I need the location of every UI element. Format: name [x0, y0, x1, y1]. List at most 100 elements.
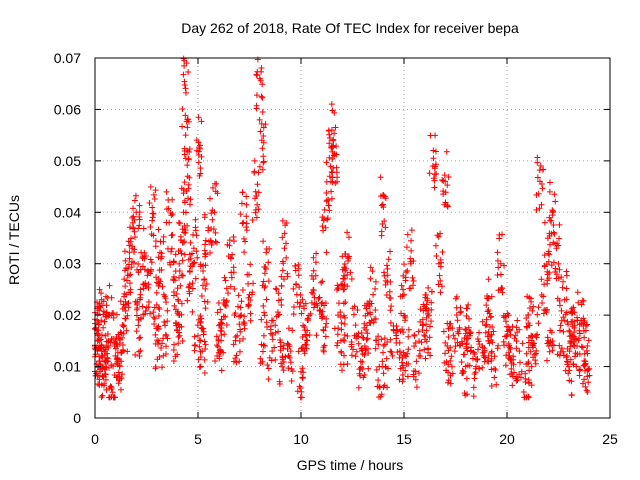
data-point: [358, 345, 365, 352]
data-point: [446, 320, 453, 327]
data-point: [237, 326, 244, 333]
y-tick-label: 0.07: [54, 50, 81, 66]
data-point: [187, 239, 194, 246]
data-point: [556, 327, 563, 334]
data-point: [277, 347, 284, 354]
data-point: [298, 344, 305, 351]
data-point: [476, 329, 483, 336]
data-point: [189, 308, 196, 315]
data-point: [407, 258, 414, 265]
data-point: [240, 318, 247, 325]
data-point: [197, 312, 204, 319]
data-point: [197, 348, 204, 355]
data-point: [471, 370, 478, 377]
data-point: [341, 320, 348, 327]
data-point: [312, 259, 319, 266]
data-point: [206, 249, 213, 256]
data-point: [514, 317, 521, 324]
data-point: [172, 251, 179, 258]
data-point: [581, 350, 588, 357]
data-point: [236, 321, 243, 328]
data-point: [326, 154, 333, 161]
data-point: [494, 272, 501, 279]
data-point: [463, 345, 470, 352]
data-point: [109, 310, 116, 317]
data-point: [378, 228, 385, 235]
data-point: [213, 239, 220, 246]
data-point: [317, 307, 324, 314]
data-point: [142, 307, 149, 314]
data-point: [566, 377, 573, 384]
data-point: [486, 340, 493, 347]
data-point: [313, 300, 320, 307]
data-point: [223, 297, 230, 304]
data-point: [409, 274, 416, 281]
data-point: [329, 156, 336, 163]
data-point: [271, 344, 278, 351]
data-point: [582, 360, 589, 367]
data-point: [171, 341, 178, 348]
data-point: [265, 278, 272, 285]
data-point: [557, 322, 564, 329]
data-point: [247, 317, 254, 324]
data-point: [354, 306, 361, 313]
data-point: [243, 193, 250, 200]
data-point: [100, 324, 107, 331]
data-point: [454, 317, 461, 324]
data-point: [334, 342, 341, 349]
data-point: [251, 169, 258, 176]
data-point: [508, 365, 515, 372]
data-point: [277, 337, 284, 344]
data-point: [245, 294, 252, 301]
data-point: [142, 310, 149, 317]
data-point: [544, 277, 551, 284]
data-point: [582, 322, 589, 329]
data-point: [463, 375, 470, 382]
data-point: [260, 133, 267, 140]
data-point: [581, 317, 588, 324]
data-point: [531, 351, 538, 358]
data-point: [234, 332, 241, 339]
data-point: [457, 308, 464, 315]
x-tick-label: 20: [499, 431, 515, 447]
data-point: [330, 164, 337, 171]
data-point: [176, 220, 183, 227]
data-point: [363, 336, 370, 343]
data-point: [423, 314, 430, 321]
data-point: [177, 233, 184, 240]
data-point: [452, 343, 459, 350]
data-point: [286, 354, 293, 361]
data-point: [445, 333, 452, 340]
data-point: [492, 367, 499, 374]
data-point: [296, 284, 303, 291]
data-point: [95, 332, 102, 339]
data-point: [163, 343, 170, 350]
data-point: [422, 333, 429, 340]
y-tick-label: 0.01: [54, 359, 81, 375]
data-point: [259, 109, 266, 115]
data-point: [209, 216, 216, 223]
data-point: [341, 352, 348, 359]
data-point: [456, 324, 463, 331]
data-point: [377, 193, 384, 200]
data-point: [396, 348, 403, 355]
data-point: [147, 266, 154, 273]
x-tick-label: 0: [91, 431, 99, 447]
data-point: [178, 300, 185, 307]
data-point: [569, 309, 576, 316]
data-point: [198, 315, 205, 322]
data-point: [126, 280, 133, 287]
data-point: [466, 329, 473, 336]
data-point: [580, 328, 587, 335]
data-point: [506, 327, 513, 334]
data-point: [440, 188, 447, 195]
data-point: [283, 220, 290, 227]
data-point: [162, 331, 169, 338]
data-point: [249, 216, 256, 223]
data-point: [201, 276, 208, 283]
data-point: [201, 369, 208, 376]
data-point: [555, 260, 562, 267]
data-point: [380, 192, 387, 199]
data-point: [260, 153, 267, 160]
data-point: [117, 298, 124, 305]
